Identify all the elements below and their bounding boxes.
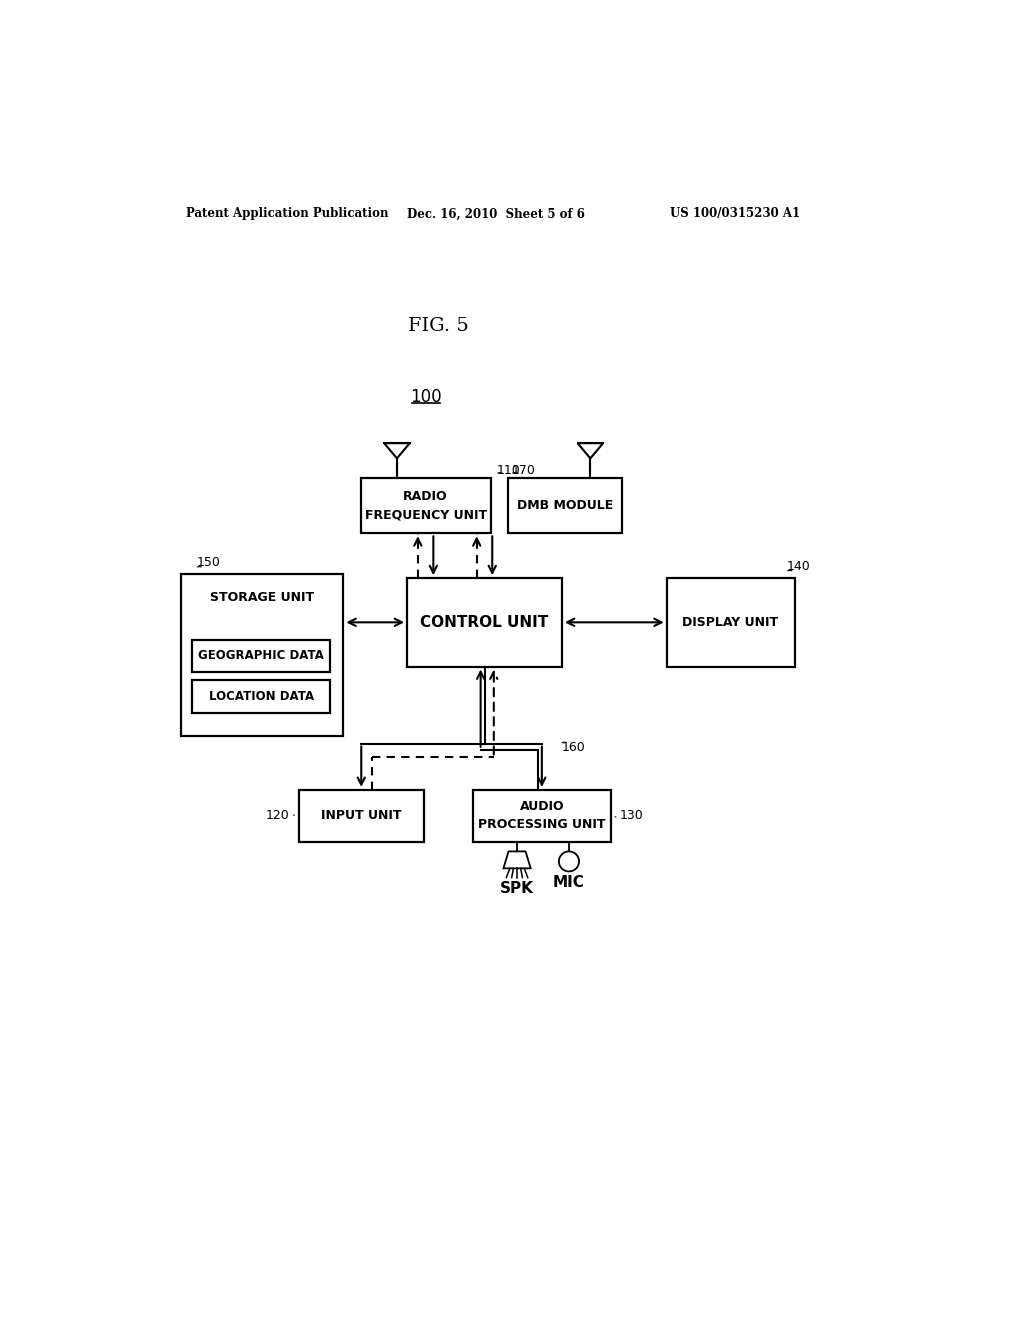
Text: 110: 110 <box>497 463 520 477</box>
Text: 130: 130 <box>621 809 644 822</box>
Text: CONTROL UNIT: CONTROL UNIT <box>421 615 549 630</box>
Text: AUDIO
PROCESSING UNIT: AUDIO PROCESSING UNIT <box>478 800 605 832</box>
Bar <box>407 578 562 667</box>
Text: DISPLAY UNIT: DISPLAY UNIT <box>683 616 778 628</box>
Text: STORAGE UNIT: STORAGE UNIT <box>210 591 314 603</box>
Bar <box>508 478 623 533</box>
Text: 160: 160 <box>561 741 585 754</box>
Text: Patent Application Publication: Patent Application Publication <box>186 207 389 220</box>
Text: 100: 100 <box>411 388 442 407</box>
Bar <box>360 478 490 533</box>
Text: MIC: MIC <box>553 875 585 890</box>
Bar <box>473 789 611 842</box>
Text: LOCATION DATA: LOCATION DATA <box>209 690 314 704</box>
Text: 120: 120 <box>265 809 289 822</box>
Bar <box>193 640 331 672</box>
Text: 170: 170 <box>512 463 536 477</box>
Text: 140: 140 <box>786 560 811 573</box>
Text: GEOGRAPHIC DATA: GEOGRAPHIC DATA <box>199 649 325 663</box>
Bar <box>193 681 331 713</box>
Bar <box>180 574 343 737</box>
Text: US 100/0315230 A1: US 100/0315230 A1 <box>671 207 801 220</box>
Text: SPK: SPK <box>500 880 534 896</box>
Text: FIG. 5: FIG. 5 <box>408 317 468 335</box>
Text: INPUT UNIT: INPUT UNIT <box>322 809 401 822</box>
Bar <box>299 789 424 842</box>
Text: Dec. 16, 2010  Sheet 5 of 6: Dec. 16, 2010 Sheet 5 of 6 <box>407 207 585 220</box>
Text: DMB MODULE: DMB MODULE <box>517 499 613 512</box>
Bar <box>667 578 795 667</box>
Text: RADIO
FREQUENCY UNIT: RADIO FREQUENCY UNIT <box>365 490 486 521</box>
Text: 150: 150 <box>197 556 220 569</box>
